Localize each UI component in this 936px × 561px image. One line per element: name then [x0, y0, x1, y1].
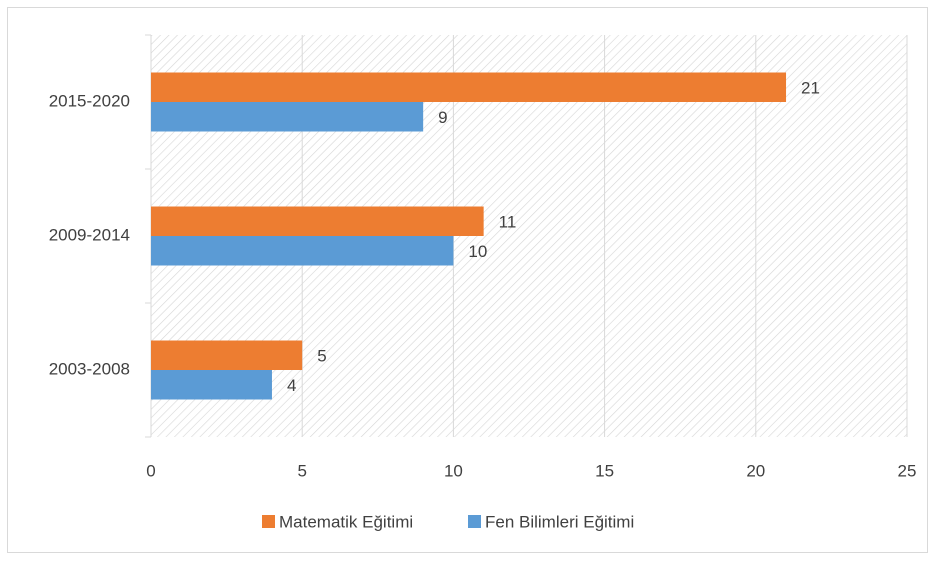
x-tick-label: 5	[297, 461, 306, 480]
y-tick-label: 2009-2014	[49, 225, 130, 244]
data-label: 11	[499, 213, 517, 232]
data-label: 10	[468, 242, 487, 261]
bar	[151, 370, 272, 400]
bar	[151, 206, 484, 236]
data-label: 21	[801, 79, 820, 98]
x-tick-label: 0	[146, 461, 155, 480]
bar	[151, 72, 787, 102]
x-tick-label: 20	[746, 461, 765, 480]
bar	[151, 102, 424, 132]
data-label: 9	[438, 108, 447, 127]
data-label: 4	[287, 376, 296, 395]
legend-label: Fen Bilimleri Eğitimi	[485, 512, 634, 531]
legend-swatch	[468, 515, 481, 528]
x-tick-label: 25	[898, 461, 917, 480]
x-tick-label: 15	[595, 461, 614, 480]
data-label: 5	[317, 347, 326, 366]
bar	[151, 236, 454, 266]
bar	[151, 340, 303, 370]
y-tick-label: 2003-2008	[49, 359, 130, 378]
legend-swatch	[262, 515, 275, 528]
legend-label: Matematik Eğitimi	[279, 512, 413, 531]
y-tick-label: 2015-2020	[49, 91, 130, 110]
x-tick-label: 10	[444, 461, 463, 480]
